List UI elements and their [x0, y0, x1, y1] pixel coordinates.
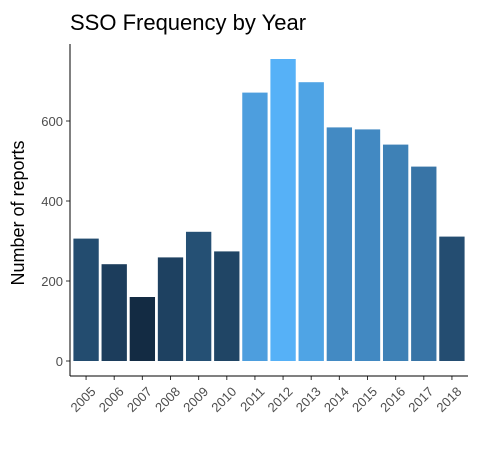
- x-tick-label: 2007: [124, 384, 155, 415]
- bar-2012: [270, 59, 296, 361]
- x-tick-label: 2016: [377, 384, 408, 415]
- bar-2018: [439, 236, 465, 361]
- x-tick-label: 2018: [433, 384, 464, 415]
- x-tick-label: 2012: [265, 384, 296, 415]
- bar-2011: [242, 92, 268, 361]
- x-tick-label: 2009: [180, 384, 211, 415]
- y-tick-label: 200: [41, 274, 63, 289]
- y-tick-label: 0: [56, 354, 63, 369]
- x-tick-label: 2006: [96, 384, 127, 415]
- x-tick-label: 2013: [293, 384, 324, 415]
- x-tick-label: 2010: [208, 384, 239, 415]
- y-tick-label: 600: [41, 114, 63, 129]
- y-axis-ticks: 0 200 400 600: [41, 114, 70, 369]
- bar-2009: [185, 231, 212, 361]
- bar-2013: [298, 82, 324, 361]
- bar-2016: [382, 144, 409, 361]
- x-tick-label: 2017: [405, 384, 436, 415]
- x-tick-label: 2015: [349, 384, 380, 415]
- bar-2014: [326, 127, 353, 362]
- x-tick-label: 2005: [68, 384, 99, 415]
- x-axis-ticks: 2005200620072008200920102011201220132014…: [68, 376, 464, 415]
- y-tick-label: 400: [41, 194, 63, 209]
- bar-2017: [411, 166, 437, 361]
- bar-2007: [129, 297, 156, 361]
- x-tick-label: 2011: [237, 384, 267, 414]
- bar-2008: [157, 257, 184, 361]
- y-axis-title: Number of reports: [8, 140, 28, 285]
- x-tick-label: 2014: [321, 384, 352, 415]
- chart-title: SSO Frequency by Year: [70, 10, 306, 35]
- bar-2015: [354, 129, 381, 361]
- x-tick-label: 2008: [152, 384, 183, 415]
- bar-2005: [73, 238, 99, 361]
- bar-2006: [101, 264, 127, 361]
- bar-2010: [214, 251, 240, 361]
- bars-group: [73, 59, 465, 362]
